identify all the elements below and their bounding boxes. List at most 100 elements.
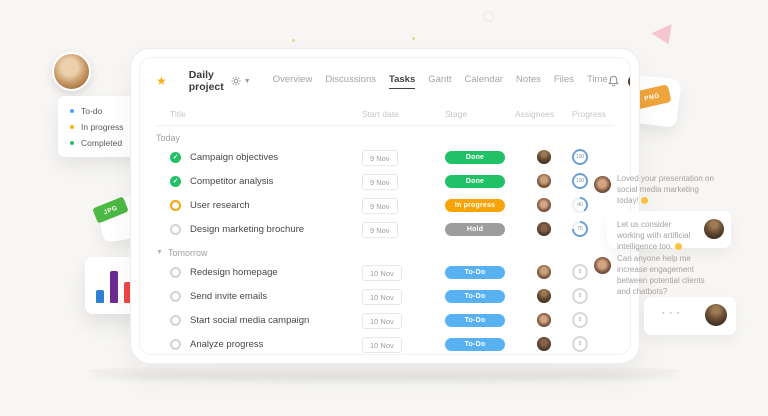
task-title-cell: Send invite emails <box>156 290 362 302</box>
assignee-avatar[interactable] <box>536 289 551 303</box>
status-circle-icon[interactable] <box>170 314 181 326</box>
app-screen: ★ Daily project ▼ Overview Discussions Tas… <box>139 57 631 355</box>
assignee-cell <box>515 337 572 351</box>
task-title: Analyze progress <box>190 338 264 350</box>
check-circle-icon[interactable]: ✓ <box>170 175 181 187</box>
notifications-bell-icon[interactable] <box>608 75 619 87</box>
assignee-avatar[interactable] <box>536 174 551 188</box>
task-title: Start social media campaign <box>190 314 310 326</box>
task-title-cell: Start social media campaign <box>156 314 362 326</box>
table-row[interactable]: ✓ Campaign objectives 9 Nov Done 100 <box>156 145 614 169</box>
chat-avatar <box>594 257 611 274</box>
stage-badge[interactable]: Done <box>445 174 505 188</box>
progress-cell: 0 <box>572 264 614 280</box>
assignee-avatar[interactable] <box>536 198 551 212</box>
account-avatar[interactable] <box>627 74 630 88</box>
tab-tasks[interactable]: Tasks <box>389 74 416 89</box>
stage-badge[interactable]: To-Do <box>445 337 505 351</box>
status-circle-icon[interactable] <box>170 199 181 211</box>
status-circle-icon[interactable] <box>170 223 181 235</box>
progress-cell: 0 <box>572 288 614 304</box>
start-date-cell: 9 Nov <box>362 196 445 215</box>
stage-cell: To-Do <box>445 289 515 303</box>
legend-item-label: To-do <box>81 106 103 116</box>
date-chip[interactable]: 9 Nov <box>362 150 398 167</box>
table-row[interactable]: Redesign homepage 10 Nov To-Do 0 <box>156 260 614 284</box>
stage-badge[interactable]: Done <box>445 150 505 164</box>
status-circle-icon[interactable] <box>170 266 181 278</box>
project-tabs: Overview Discussions Tasks Gantt Calendar Not… <box>273 74 608 89</box>
gear-icon[interactable] <box>231 76 241 86</box>
tab-files[interactable]: Files <box>553 73 574 85</box>
date-chip[interactable]: 10 Nov <box>362 289 402 306</box>
assignee-avatar[interactable] <box>536 150 551 164</box>
stage-badge[interactable]: In progress <box>445 198 505 212</box>
progress-ring: 0 <box>572 336 588 352</box>
stage-badge[interactable]: To-Do <box>445 265 505 279</box>
section-title: Tomorrow <box>167 247 208 258</box>
project-header: ★ Daily project ▼ Overview Discussions Tas… <box>156 69 630 93</box>
yellow-dot-decoration <box>412 37 415 40</box>
progress-value: 100 <box>574 151 586 163</box>
chat-avatar <box>704 219 724 239</box>
table-row[interactable]: ✓ Competitor analysis 9 Nov Done 100 <box>156 169 614 193</box>
chat-bubble: Can anyone help me increase engagement b… <box>594 252 719 296</box>
progress-value: 0 <box>574 338 586 350</box>
status-circle-icon[interactable] <box>170 338 181 350</box>
stage-cell: Done <box>445 174 515 188</box>
assignee-cell <box>515 313 572 327</box>
tab-overview[interactable]: Overview <box>272 73 313 85</box>
start-date-cell: 9 Nov <box>362 172 445 191</box>
assignee-avatar[interactable] <box>536 222 551 236</box>
date-chip[interactable]: 9 Nov <box>362 174 398 191</box>
date-chip[interactable]: 10 Nov <box>362 337 402 354</box>
tab-time[interactable]: Time <box>586 73 608 85</box>
check-circle-icon[interactable]: ✓ <box>170 151 181 163</box>
task-title-cell: User research <box>156 199 362 211</box>
project-title: Daily project <box>188 69 224 93</box>
table-row[interactable]: Start social media campaign 10 Nov To-Do 0 <box>156 308 614 332</box>
progress-cell: 0 <box>572 336 614 352</box>
table-row[interactable]: Analyze progress 10 Nov To-Do 0 <box>156 332 614 354</box>
progress-value: 0 <box>574 266 586 278</box>
legend-item: Completed <box>70 138 166 148</box>
stage-badge[interactable]: To-Do <box>445 289 505 303</box>
date-chip[interactable]: 9 Nov <box>362 198 398 215</box>
tab-discussions[interactable]: Discussions <box>325 73 376 85</box>
chat-text: ··· <box>662 308 684 319</box>
progress-ring: 0 <box>572 264 588 280</box>
status-circle-icon[interactable] <box>170 290 181 302</box>
progress-value: 0 <box>574 290 586 302</box>
laptop-base <box>88 364 680 378</box>
table-row[interactable]: User research 9 Nov In progress 40 <box>156 193 614 217</box>
date-chip[interactable]: 9 Nov <box>362 222 398 239</box>
task-title-cell: ✓ Competitor analysis <box>156 175 362 187</box>
favorite-star-icon[interactable]: ★ <box>156 74 167 88</box>
assignee-cell <box>515 198 572 212</box>
tab-notes[interactable]: Notes <box>516 73 541 85</box>
stage-badge[interactable]: To-Do <box>445 313 505 327</box>
date-chip[interactable]: 10 Nov <box>362 265 402 282</box>
column-header: Assignees <box>515 109 555 119</box>
chevron-down-icon[interactable]: ▼ <box>243 77 251 85</box>
status-dot <box>70 125 74 129</box>
stage-badge[interactable]: Hold <box>445 222 505 236</box>
chevron-down-icon: ▼ <box>156 249 163 256</box>
assignee-avatar[interactable] <box>536 337 551 351</box>
task-title: Competitor analysis <box>190 175 274 187</box>
tab-gantt[interactable]: Gantt <box>428 73 452 85</box>
assignee-avatar[interactable] <box>536 313 551 327</box>
table-row[interactable]: Send invite emails 10 Nov To-Do 0 <box>156 284 614 308</box>
task-title: User research <box>190 199 250 211</box>
date-chip[interactable]: 10 Nov <box>362 313 402 330</box>
progress-value: 100 <box>574 175 586 187</box>
progress-cell: 0 <box>572 312 614 328</box>
progress-value: 75 <box>574 223 586 235</box>
section-header[interactable]: ▼ Tomorrow <box>156 245 614 260</box>
progress-value: 40 <box>574 199 586 211</box>
chat-text: Loved your presentation on social media … <box>617 174 714 205</box>
table-row[interactable]: Design marketing brochure 9 Nov Hold 75 <box>156 217 614 241</box>
tab-calendar[interactable]: Calendar <box>464 73 504 85</box>
assignee-avatar[interactable] <box>536 265 551 279</box>
